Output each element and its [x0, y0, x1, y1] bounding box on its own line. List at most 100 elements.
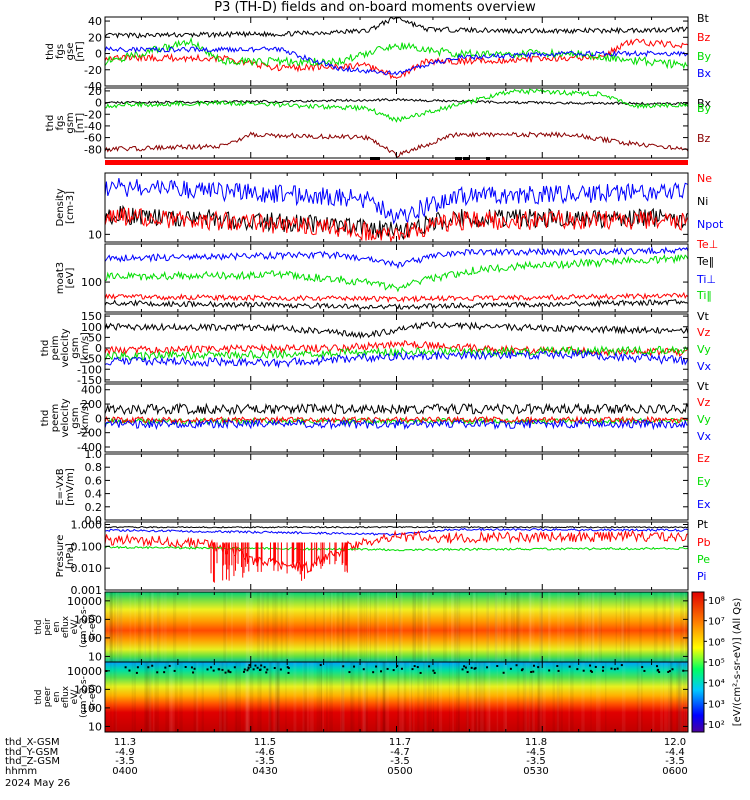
bottom-row-value: -4.6: [255, 747, 275, 758]
heatmap-speckle: [372, 671, 375, 674]
heatmap-texture: [398, 662, 400, 732]
legend-Bt: Bt: [697, 12, 710, 25]
legend-Pb: Pb: [697, 536, 711, 549]
heatmap-speckle: [392, 669, 395, 672]
y-axis-title: thd: [40, 410, 51, 427]
y-tick-label: 1000: [74, 613, 102, 626]
legend-Bx: Bx: [697, 97, 712, 110]
heatmap-speckle: [473, 667, 476, 670]
y-tick-label: 10000: [67, 665, 102, 678]
y-tick-label: 100: [81, 632, 102, 645]
heatmap-speckle: [396, 664, 399, 667]
heatmap-speckle: [193, 667, 196, 670]
heatmap-texture: [676, 662, 680, 732]
heatmap-texture: [448, 662, 450, 732]
heatmap-speckle: [168, 664, 171, 667]
bottom-row-value: 0530: [523, 766, 548, 777]
y-tick-label: 0: [95, 342, 102, 355]
colorbar-tick-label: 10⁶: [708, 637, 725, 648]
heatmap-texture: [652, 662, 655, 732]
legend-Vz: Vz: [697, 326, 711, 339]
heatmap-texture: [496, 662, 499, 732]
legend-Ti‖: Ti‖: [696, 289, 712, 302]
heatmap-texture: [234, 662, 237, 732]
heatmap-texture: [117, 592, 120, 662]
heatmap-texture: [662, 592, 666, 662]
y-tick-label: 100: [81, 321, 102, 334]
bottom-row-value: 11.5: [254, 737, 276, 748]
heatmap-speckle: [461, 668, 464, 671]
y-axis-title: sr-eV): [88, 614, 98, 640]
heatmap-texture: [541, 592, 543, 662]
panel-peer-eflux: 10000 1000 100 10 thd peer en eflux eV/(cm^2-s-s…: [34, 661, 690, 733]
y-axis-title: velocity: [60, 398, 71, 437]
bottom-row-value: 12.0: [664, 737, 686, 748]
heatmap-speckle: [256, 666, 259, 669]
heatmap-texture: [516, 592, 521, 662]
legend-Ex: Ex: [697, 498, 711, 511]
heatmap-speckle: [532, 664, 535, 667]
heatmap-texture: [366, 592, 368, 662]
panel-mom-temp: 100 moat3 [eV] Te⊥ Te‖ Ti⊥ Ti‖: [55, 238, 718, 313]
heatmap-texture: [285, 662, 287, 732]
heatmap-texture: [341, 592, 344, 662]
heatmap-texture: [272, 592, 276, 662]
heatmap-texture: [137, 592, 142, 662]
heatmap-speckle: [243, 668, 246, 671]
heatmap-texture: [653, 592, 658, 662]
heatmap-speckle: [217, 668, 220, 671]
heatmap-texture: [336, 592, 340, 662]
y-axis-title: [cm-3]: [65, 191, 76, 224]
bottom-row-value: -4.9: [115, 747, 135, 758]
y-axis-title: [km/s]: [80, 332, 91, 364]
heatmap-texture: [201, 662, 204, 732]
y-axis-title: (cm^2-s-: [79, 606, 89, 648]
heatmap-texture: [117, 592, 119, 662]
heatmap-texture: [369, 592, 371, 662]
heatmap-texture: [109, 592, 114, 662]
heatmap-texture: [621, 592, 624, 662]
heatmap-texture: [340, 662, 344, 732]
heatmap-texture: [486, 592, 490, 662]
heatmap-speckle: [210, 666, 213, 669]
heatmap-speckle: [641, 666, 644, 669]
heatmap-texture: [261, 592, 265, 662]
heatmap-texture: [110, 592, 112, 662]
heatmap-speckle: [433, 671, 436, 674]
panel-frame: [104, 172, 689, 243]
y-axis-title: peer: [43, 686, 53, 707]
mode-bar-segment: [455, 157, 462, 160]
heatmap-texture: [684, 592, 689, 662]
heatmap-texture: [683, 662, 686, 732]
heatmap-texture: [486, 662, 491, 732]
heatmap-texture: [680, 592, 685, 662]
bottom-row-label: hhmm: [5, 766, 37, 777]
heatmap-speckle: [279, 668, 282, 671]
heatmap-texture: [218, 662, 222, 732]
heatmap-texture: [495, 592, 498, 662]
heatmap-texture: [411, 662, 413, 732]
heatmap-texture: [293, 662, 297, 732]
heatmap-speckle: [136, 666, 139, 669]
heatmap-texture: [383, 662, 386, 732]
heatmap-texture: [260, 662, 262, 732]
y-tick-label: -40: [84, 80, 102, 93]
y-tick-label: 0.010: [71, 562, 103, 575]
heatmap-texture: [143, 592, 147, 662]
heatmap-texture: [357, 592, 359, 662]
heatmap-texture: [636, 662, 640, 732]
heatmap-texture: [244, 662, 249, 732]
y-axis-title: thd: [40, 340, 51, 357]
bottom-row-value: -4.5: [526, 747, 546, 758]
heatmap-texture: [193, 662, 197, 732]
y-tick-label: 0.100: [71, 540, 103, 553]
heatmap-texture: [319, 662, 323, 732]
heatmap-speckle: [221, 668, 224, 671]
y-tick-label: 0.2: [85, 501, 103, 514]
heatmap-speckle: [400, 667, 403, 670]
heatmap-peir-eflux: [105, 592, 688, 662]
heatmap-speckle: [616, 667, 619, 670]
series-Bx: [104, 98, 689, 106]
y-axis-title: peem: [50, 404, 61, 432]
